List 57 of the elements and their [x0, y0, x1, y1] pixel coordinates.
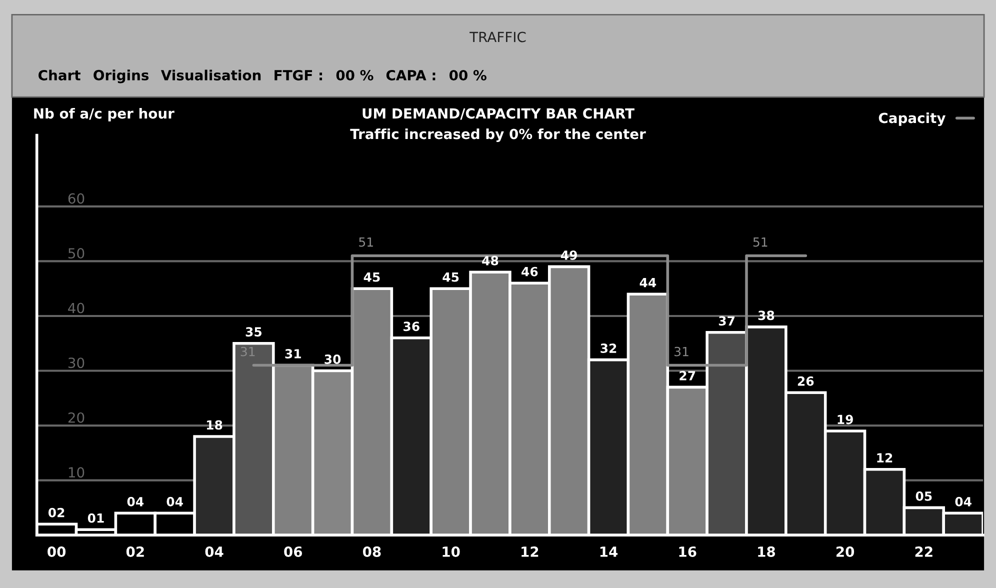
data-label: 27 — [680, 370, 696, 380]
x-tick-label: 14 — [600, 546, 618, 557]
x-tick-label: 18 — [758, 546, 776, 557]
data-label: 45 — [364, 272, 380, 282]
x-tick-label: 00 — [48, 546, 66, 557]
y-tick-label: 20 — [68, 412, 84, 423]
x-tick-label: 22 — [915, 546, 932, 557]
text: TRAFFIC — [470, 32, 526, 42]
data-label: 44 — [640, 278, 656, 288]
text: Visualisation — [160, 70, 261, 80]
data-label: 49 — [560, 250, 577, 260]
data-label: 31 — [285, 349, 301, 358]
text: CAPA : — [386, 70, 436, 80]
text: 00 % — [449, 70, 486, 80]
y-tick-label: 60 — [68, 193, 84, 204]
data-label: 04 — [127, 496, 144, 506]
y-axis-title: Nb of a/c per hour — [34, 108, 174, 122]
data-label: 18 — [206, 420, 222, 430]
data-label: 45 — [442, 272, 459, 282]
data-label: 48 — [482, 256, 498, 266]
x-tick-label: 04 — [205, 546, 224, 557]
data-label: 31 — [674, 346, 688, 356]
legend-label: Capacity — [878, 112, 946, 126]
x-tick-label: 10 — [442, 546, 460, 557]
data-label: 51 — [753, 237, 768, 247]
x-tick-label: 02 — [126, 546, 144, 557]
chart-title: UM DEMAND/CAPACITY BAR CHART — [362, 108, 634, 120]
text: 00 % — [336, 70, 374, 80]
y-tick-label: 10 — [68, 467, 84, 478]
data-label: 38 — [758, 310, 774, 320]
data-label: 51 — [359, 237, 373, 247]
y-tick-label: 40 — [68, 302, 84, 314]
data-label: 12 — [877, 453, 892, 462]
x-tick-label: 12 — [522, 546, 538, 557]
data-label: 36 — [404, 322, 420, 332]
data-label: 05 — [916, 491, 932, 501]
data-label: 32 — [600, 344, 616, 354]
text: Origins — [94, 70, 149, 84]
data-label: 04 — [166, 496, 183, 506]
chart-subtitle: Traffic increased by 0% for the center — [350, 128, 646, 142]
data-label: 02 — [48, 508, 64, 518]
y-tick-label: 30 — [68, 358, 84, 368]
x-tick-label: 08 — [362, 546, 381, 557]
data-label: 01 — [88, 513, 104, 523]
x-tick-label: 06 — [284, 546, 302, 557]
x-tick-label: 20 — [836, 546, 854, 557]
text: FTGF : — [274, 70, 322, 80]
y-tick-label: 50 — [68, 248, 84, 259]
data-label: 19 — [838, 414, 853, 424]
data-label: 35 — [246, 327, 262, 337]
data-label: 46 — [522, 266, 538, 276]
text: Chart — [38, 70, 80, 80]
data-label: 26 — [798, 376, 814, 386]
x-tick-label: 16 — [679, 546, 696, 557]
data-label: 30 — [324, 354, 341, 364]
data-label: 04 — [955, 496, 972, 506]
data-label: 37 — [718, 316, 734, 326]
